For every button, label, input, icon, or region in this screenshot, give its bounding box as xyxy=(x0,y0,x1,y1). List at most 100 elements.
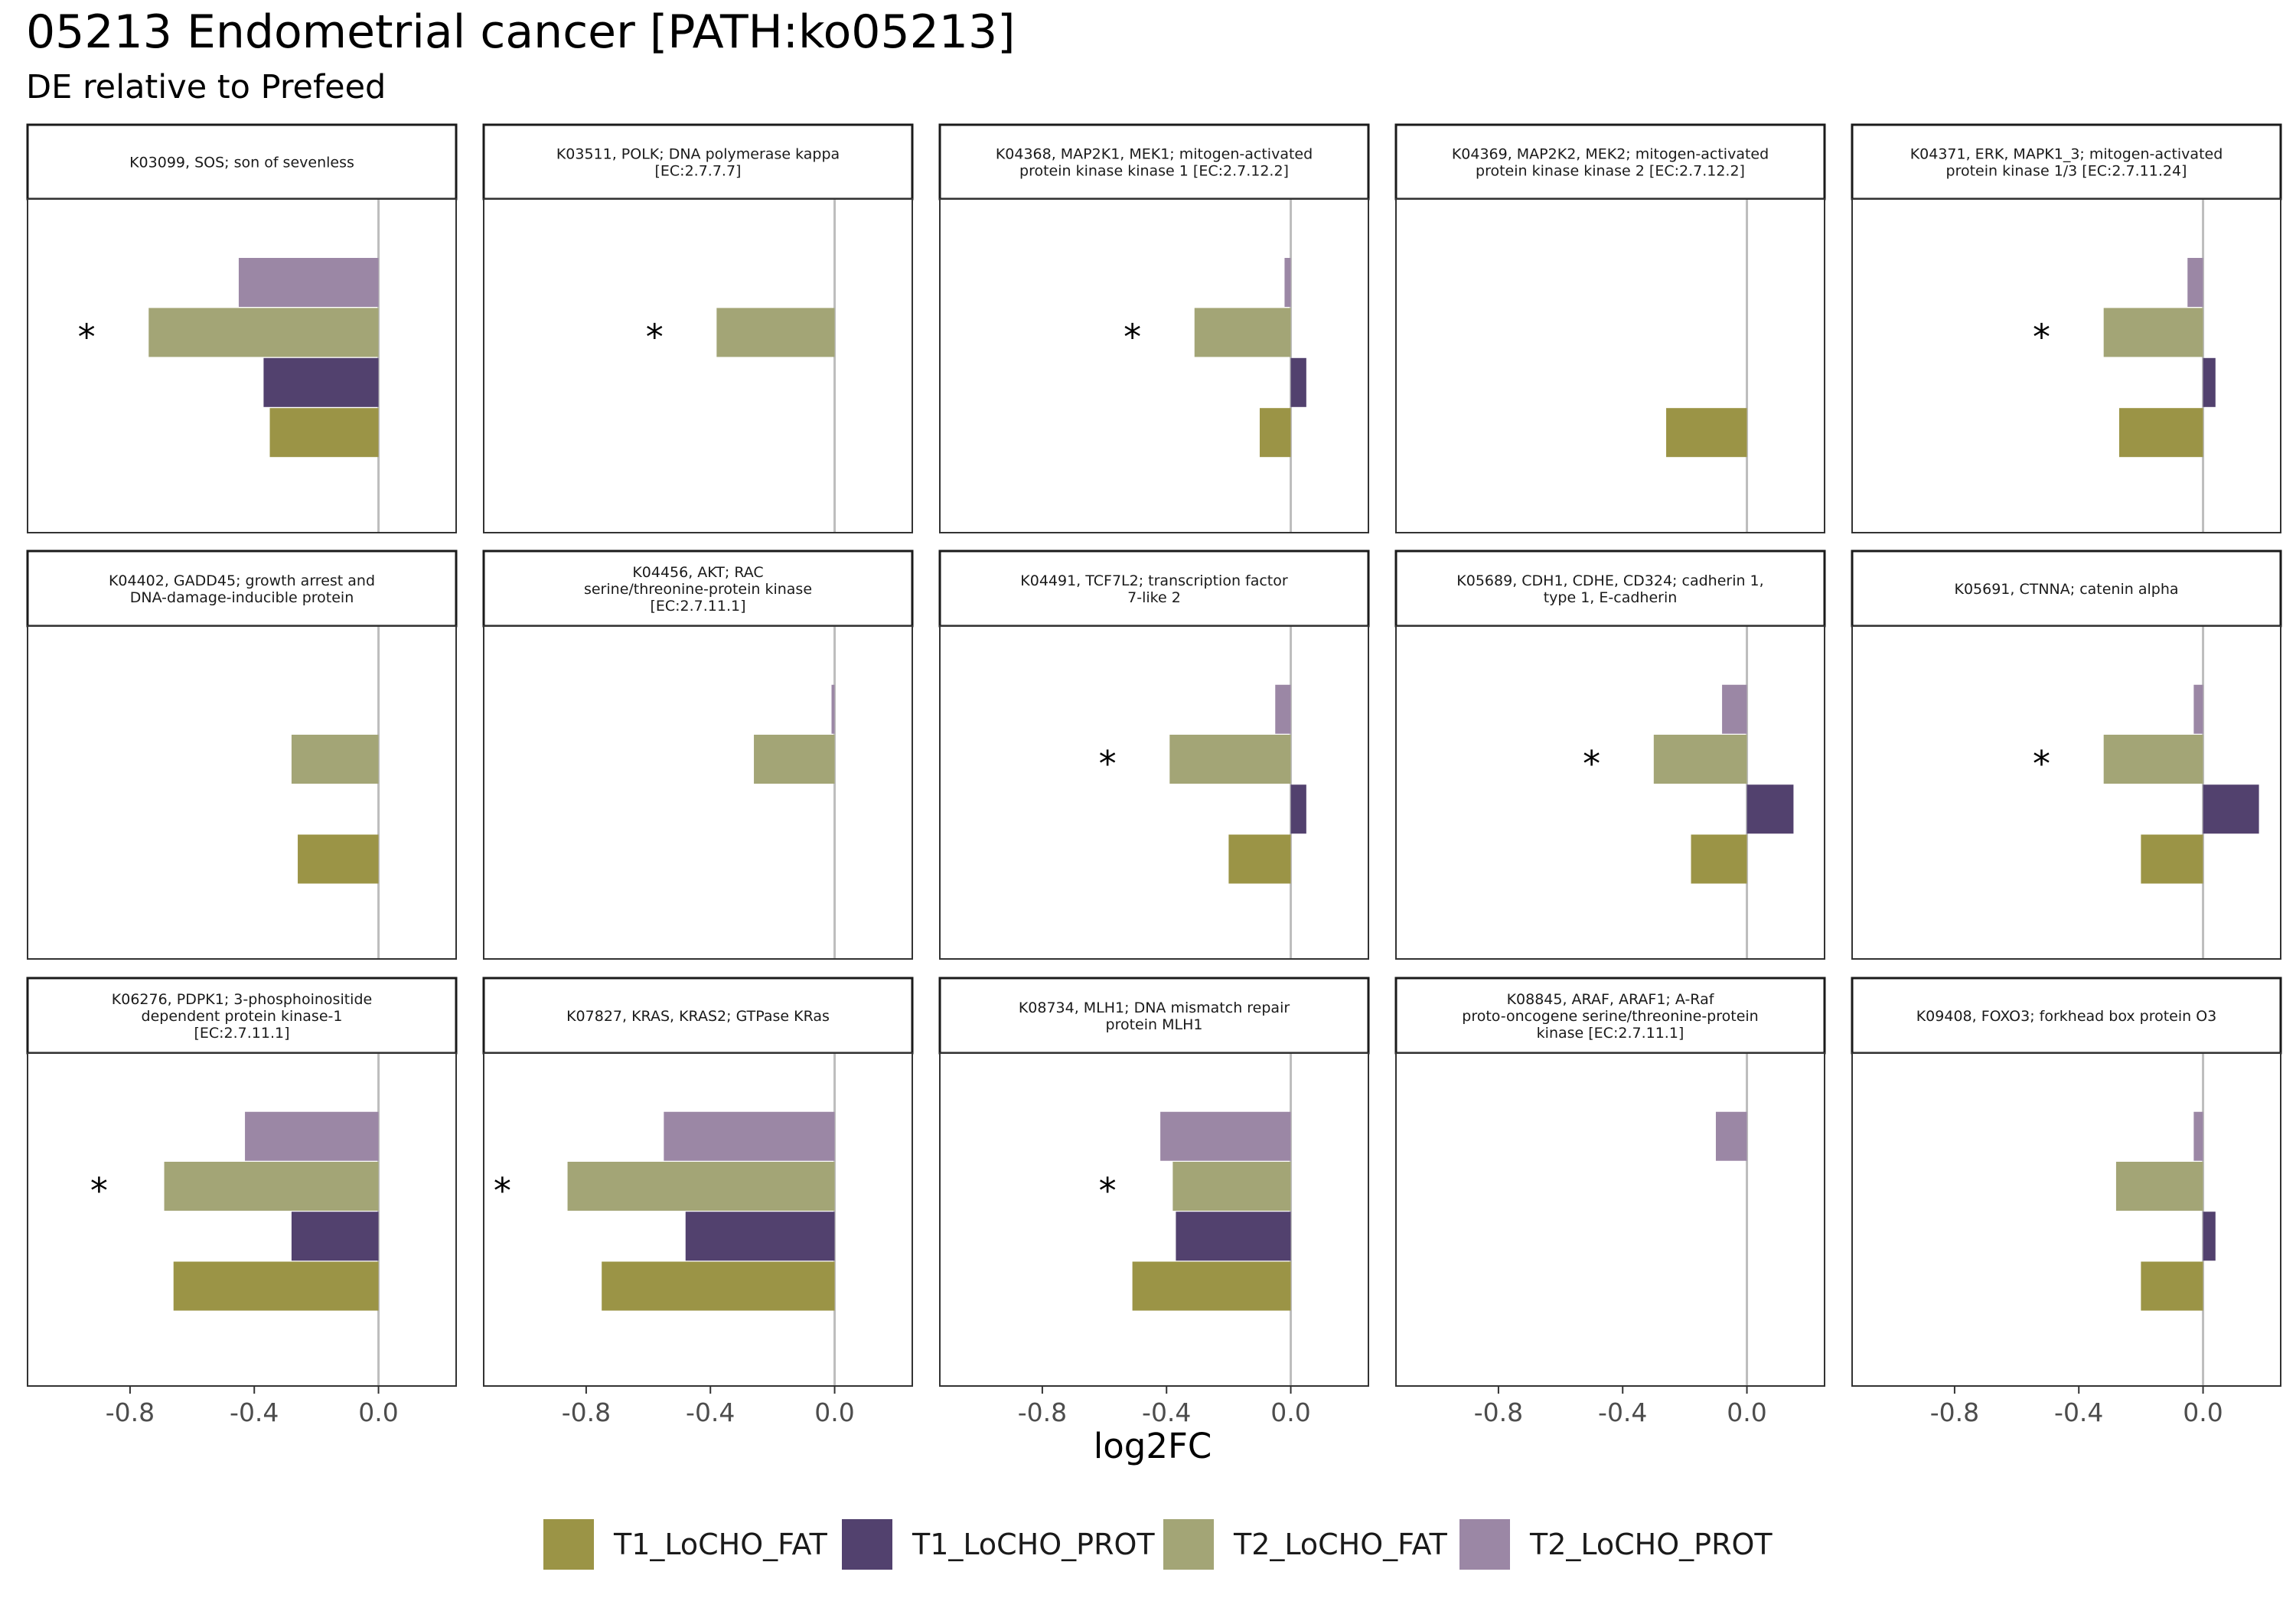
bar-t1-locho-prot xyxy=(263,357,379,407)
panel-border xyxy=(939,1052,1369,1387)
facet-strip xyxy=(1851,550,2282,628)
facet-strip xyxy=(482,550,914,628)
bar-t2-locho-fat xyxy=(1194,308,1291,357)
plot-panel xyxy=(1396,1053,1825,1386)
facet-strip-label: [EC:2.7.11.1] xyxy=(194,1025,289,1042)
bar-t2-locho-fat xyxy=(1172,1162,1291,1211)
x-tick-label: -0.8 xyxy=(562,1397,611,1427)
facet-panel: K07827, KRAS, KRAS2; GTPase KRas * -0.8 -0.… xyxy=(482,977,914,1427)
significance-star: * xyxy=(1124,316,1141,357)
facet-strip-label: K03099, SOS; son of sevenless xyxy=(129,155,354,171)
significance-star: * xyxy=(494,1170,511,1212)
x-tick-label: -0.8 xyxy=(1930,1397,1979,1427)
plot-panel xyxy=(28,626,456,959)
legend-swatch xyxy=(543,1519,594,1570)
bar-t2-locho-prot xyxy=(2187,258,2203,307)
facet-strip-label: K05691, CTNNA; catenin alpha xyxy=(1954,581,2178,598)
facet-strip-label: K03511, POLK; DNA polymerase kappa xyxy=(556,146,840,163)
significance-star: * xyxy=(2033,743,2050,784)
facet-strip-label: K04491, TCF7L2; transcription factor xyxy=(1020,572,1288,589)
significance-star: * xyxy=(90,1170,108,1212)
significance-star: * xyxy=(1583,743,1600,784)
bar-t1-locho-fat xyxy=(2141,1261,2203,1311)
x-tick-label: 0.0 xyxy=(1727,1397,1766,1427)
legend-label: T2_LoCHO_PROT xyxy=(1529,1528,1773,1561)
bar-t2-locho-prot xyxy=(1160,1111,1291,1161)
significance-star: * xyxy=(646,316,664,357)
bar-t2-locho-fat xyxy=(2115,1162,2203,1211)
bar-t1-locho-prot xyxy=(291,1212,379,1261)
legend-swatch xyxy=(1163,1519,1214,1570)
significance-star: * xyxy=(1099,743,1117,784)
facet-strip xyxy=(26,550,458,628)
x-tick-label: -0.4 xyxy=(230,1397,279,1427)
plot-panel xyxy=(940,1053,1368,1386)
panel-border xyxy=(1851,198,2281,533)
panel-border xyxy=(1395,198,1825,533)
bar-t2-locho-fat xyxy=(2103,308,2203,357)
facet-panel: K03099, SOS; son of sevenless * xyxy=(26,123,458,533)
bar-t2-locho-prot xyxy=(831,684,835,734)
bar-t2-locho-fat xyxy=(1169,735,1291,784)
bar-t1-locho-fat xyxy=(2118,408,2203,458)
bar-t1-locho-fat xyxy=(1666,408,1747,458)
x-tick-label: -0.4 xyxy=(686,1397,735,1427)
panel-border xyxy=(27,625,457,960)
legend-swatch xyxy=(842,1519,892,1570)
plot-panel xyxy=(1852,1053,2281,1386)
facet-strip-label: 7-like 2 xyxy=(1127,589,1181,606)
legend-label: T1_LoCHO_PROT xyxy=(912,1528,1155,1561)
facet-strip-label: K04368, MAP2K1, MEK1; mitogen-activated xyxy=(996,146,1313,163)
panel-border xyxy=(483,625,913,960)
facet-strip-label: DNA-damage-inducible protein xyxy=(130,589,354,606)
facet-panel: K04402, GADD45; growth arrest andDNA-dam… xyxy=(26,550,458,960)
facet-strip xyxy=(938,977,1370,1055)
facet-strip xyxy=(1851,977,2282,1055)
facet-panel: K09408, FOXO3; forkhead box protein O3 -0… xyxy=(1851,977,2282,1427)
facet-strip xyxy=(26,977,458,1055)
panel-border xyxy=(939,198,1369,533)
legend-swatch xyxy=(1459,1519,1510,1570)
facet-panel: K04368, MAP2K1, MEK1; mitogen-activatedp… xyxy=(938,123,1370,533)
plot-panel xyxy=(1396,199,1825,533)
facet-strip-label: K04456, AKT; RAC xyxy=(632,564,763,581)
facet-strip-label: K09408, FOXO3; forkhead box protein O3 xyxy=(1916,1008,2217,1025)
facet-panel: K03511, POLK; DNA polymerase kappa[EC:2.… xyxy=(482,123,914,533)
bar-t2-locho-fat xyxy=(148,308,379,357)
panel-border xyxy=(483,198,913,533)
x-tick-label: -0.8 xyxy=(106,1397,155,1427)
panel-border xyxy=(939,625,1369,960)
facet-strip-label: proto-oncogene serine/threonine-protein xyxy=(1462,1008,1758,1025)
facet-strip-label: [EC:2.7.11.1] xyxy=(650,598,745,615)
facet-strip xyxy=(1394,550,1826,628)
legend-label: T1_LoCHO_FAT xyxy=(613,1528,828,1561)
bar-t2-locho-prot xyxy=(2193,1111,2203,1161)
bar-t2-locho-fat xyxy=(567,1162,835,1211)
legend-item: T2_LoCHO_FAT xyxy=(1163,1519,1448,1570)
facet-strip-label: K04402, GADD45; growth arrest and xyxy=(109,572,375,589)
plot-panel xyxy=(1852,199,2281,533)
facet-strip-label: serine/threonine-protein kinase xyxy=(584,581,812,598)
legend-item: T1_LoCHO_PROT xyxy=(842,1519,1155,1570)
bar-t1-locho-fat xyxy=(1132,1261,1291,1311)
facet-panel: K04491, TCF7L2; transcription factor7-li… xyxy=(938,550,1370,960)
bar-t2-locho-prot xyxy=(1284,258,1291,307)
bar-t2-locho-prot xyxy=(1715,1111,1747,1161)
bar-t2-locho-prot xyxy=(1722,684,1747,734)
bar-t2-locho-prot xyxy=(238,258,379,307)
x-tick-label: -0.4 xyxy=(1598,1397,1647,1427)
facet-strip xyxy=(1394,123,1826,201)
bar-t2-locho-fat xyxy=(2103,735,2203,784)
bar-t2-locho-prot xyxy=(245,1111,379,1161)
bar-t2-locho-prot xyxy=(2193,684,2203,734)
facet-panel: K06276, PDPK1; 3-phosphoinositidedepende… xyxy=(26,977,458,1427)
x-tick-label: 0.0 xyxy=(2183,1397,2223,1427)
facet-panel: K08734, MLH1; DNA mismatch repairprotein… xyxy=(938,977,1370,1427)
facet-strip-label: K07827, KRAS, KRAS2; GTPase KRas xyxy=(566,1008,830,1025)
plot-panel xyxy=(28,199,456,533)
x-tick-label: 0.0 xyxy=(358,1397,398,1427)
x-tick-label: -0.8 xyxy=(1018,1397,1067,1427)
x-axis-title: log2FC xyxy=(1094,1426,1212,1466)
